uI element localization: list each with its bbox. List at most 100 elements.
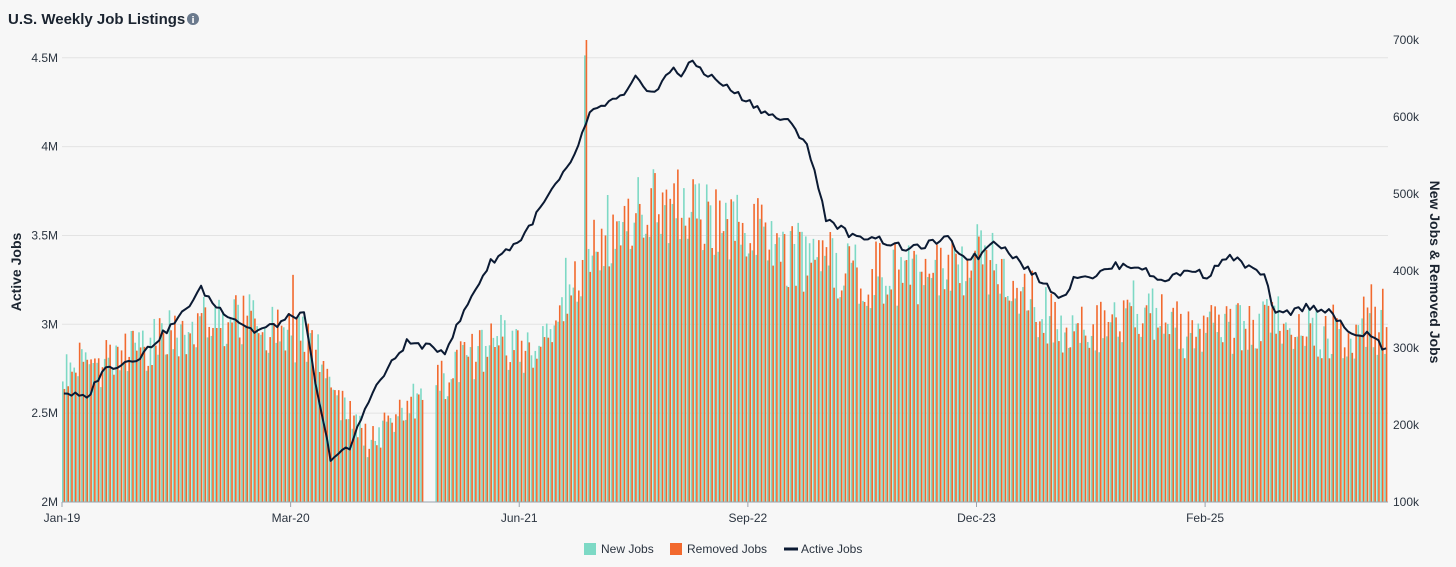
new-jobs-bar	[766, 260, 769, 502]
new-jobs-bar	[450, 379, 453, 502]
removed-jobs-bar	[1324, 315, 1327, 502]
legend-item[interactable]: Removed Jobs	[670, 542, 767, 556]
removed-jobs-bar	[360, 427, 363, 502]
new-jobs-bar	[69, 362, 72, 502]
new-jobs-bar	[103, 358, 106, 502]
new-jobs-bar	[88, 364, 91, 502]
legend-item[interactable]: New Jobs	[584, 542, 654, 556]
removed-jobs-bar	[1008, 300, 1011, 502]
removed-jobs-bar	[555, 320, 557, 502]
new-jobs-bar	[1102, 338, 1104, 502]
new-jobs-bar	[77, 376, 79, 502]
new-jobs-bar	[869, 308, 872, 502]
new-jobs-bar	[972, 253, 975, 502]
new-jobs-bar	[336, 395, 338, 502]
removed-jobs-bar	[303, 351, 306, 502]
new-jobs-bar	[930, 277, 933, 502]
removed-jobs-bar	[936, 244, 938, 502]
removed-jobs-bar	[1160, 294, 1163, 502]
removed-jobs-bar	[1073, 331, 1075, 502]
removed-jobs-bar	[223, 346, 226, 502]
removed-jobs-bar	[475, 361, 477, 502]
new-jobs-bar	[1052, 342, 1055, 502]
new-jobs-bar	[744, 232, 746, 503]
legend: New Jobs Removed Jobs Active Jobs	[584, 542, 862, 556]
removed-jobs-bar	[745, 256, 748, 502]
right-tick-label: 100k	[1393, 495, 1420, 509]
removed-jobs-bar	[806, 275, 809, 502]
new-jobs-bar	[1342, 358, 1344, 502]
removed-jobs-bar	[821, 240, 824, 503]
removed-jobs-bar	[631, 245, 633, 502]
new-jobs-bar	[629, 248, 632, 502]
new-jobs-bar	[145, 370, 148, 502]
new-jobs-bar	[523, 372, 525, 502]
new-jobs-bar	[881, 277, 883, 502]
removed-jobs-bar	[677, 169, 679, 502]
removed-jobs-bar	[1023, 273, 1026, 502]
removed-jobs-bar	[1298, 314, 1300, 502]
new-jobs-bar	[1365, 346, 1367, 502]
new-jobs-bar	[62, 381, 64, 502]
removed-jobs-bar	[490, 323, 492, 502]
new-jobs-bar	[843, 285, 845, 502]
new-jobs-bar	[1224, 313, 1226, 502]
new-jobs-bar	[591, 255, 594, 502]
removed-jobs-bar	[257, 333, 260, 502]
new-jobs-bar	[1368, 313, 1371, 502]
new-jobs-bar	[1178, 348, 1181, 502]
new-jobs-bar	[584, 55, 586, 503]
new-jobs-bar	[923, 285, 925, 502]
new-jobs-bar	[157, 354, 159, 502]
new-jobs-bar	[1227, 321, 1230, 502]
new-jobs-bar	[122, 364, 125, 502]
new-jobs-bar	[877, 276, 880, 502]
legend-item[interactable]: Active Jobs	[784, 542, 862, 556]
info-icon[interactable]: i	[187, 13, 199, 26]
removed-jobs-bar	[943, 289, 946, 502]
new-jobs-bar	[328, 376, 331, 502]
removed-jobs-bar	[619, 245, 622, 502]
removed-jobs-bar	[684, 225, 687, 502]
removed-jobs-bar	[82, 361, 85, 502]
legend-label: New Jobs	[601, 542, 654, 556]
new-jobs-bar	[484, 345, 487, 502]
legend-label: Active Jobs	[801, 542, 862, 556]
removed-jobs-bar	[966, 258, 969, 502]
new-jobs-bar	[801, 231, 803, 502]
new-jobs-bar	[694, 184, 697, 502]
removed-jobs-bar	[1385, 327, 1388, 502]
removed-jobs-bar	[760, 204, 763, 503]
new-jobs-bar	[553, 325, 556, 502]
new-jobs-bar	[382, 420, 384, 502]
removed-jobs-bar	[1260, 341, 1262, 502]
removed-jobs-bar	[448, 382, 451, 502]
new-jobs-bar	[107, 357, 110, 502]
new-jobs-bar	[656, 222, 659, 502]
removed-jobs-bar	[276, 309, 279, 502]
new-jobs-bar	[222, 311, 224, 502]
new-jobs-bar	[934, 259, 937, 502]
new-jobs-bar	[1029, 299, 1032, 502]
removed-jobs-bar	[1096, 305, 1098, 502]
new-jobs-bar	[873, 295, 876, 502]
new-jobs-bar	[770, 221, 773, 503]
removed-jobs-bar	[238, 337, 241, 502]
removed-jobs-bar	[993, 270, 995, 502]
new-jobs-bar	[92, 362, 95, 502]
removed-jobs-bar	[932, 272, 934, 502]
new-jobs-bar	[119, 370, 121, 502]
new-jobs-bar	[1277, 296, 1280, 502]
removed-jobs-bar	[322, 360, 325, 502]
new-jobs-bar	[1151, 288, 1154, 502]
new-jobs-bar	[1075, 323, 1078, 502]
removed-jobs-bar	[585, 40, 588, 502]
new-jobs-bar	[717, 251, 719, 502]
removed-jobs-bar	[1355, 324, 1357, 502]
new-jobs-bar	[1079, 342, 1081, 502]
removed-jobs-bar	[1080, 306, 1083, 502]
removed-jobs-bar	[989, 260, 992, 502]
removed-jobs-bar	[478, 330, 481, 502]
new-jobs-bar	[1254, 348, 1257, 502]
new-jobs-bar	[324, 378, 327, 502]
